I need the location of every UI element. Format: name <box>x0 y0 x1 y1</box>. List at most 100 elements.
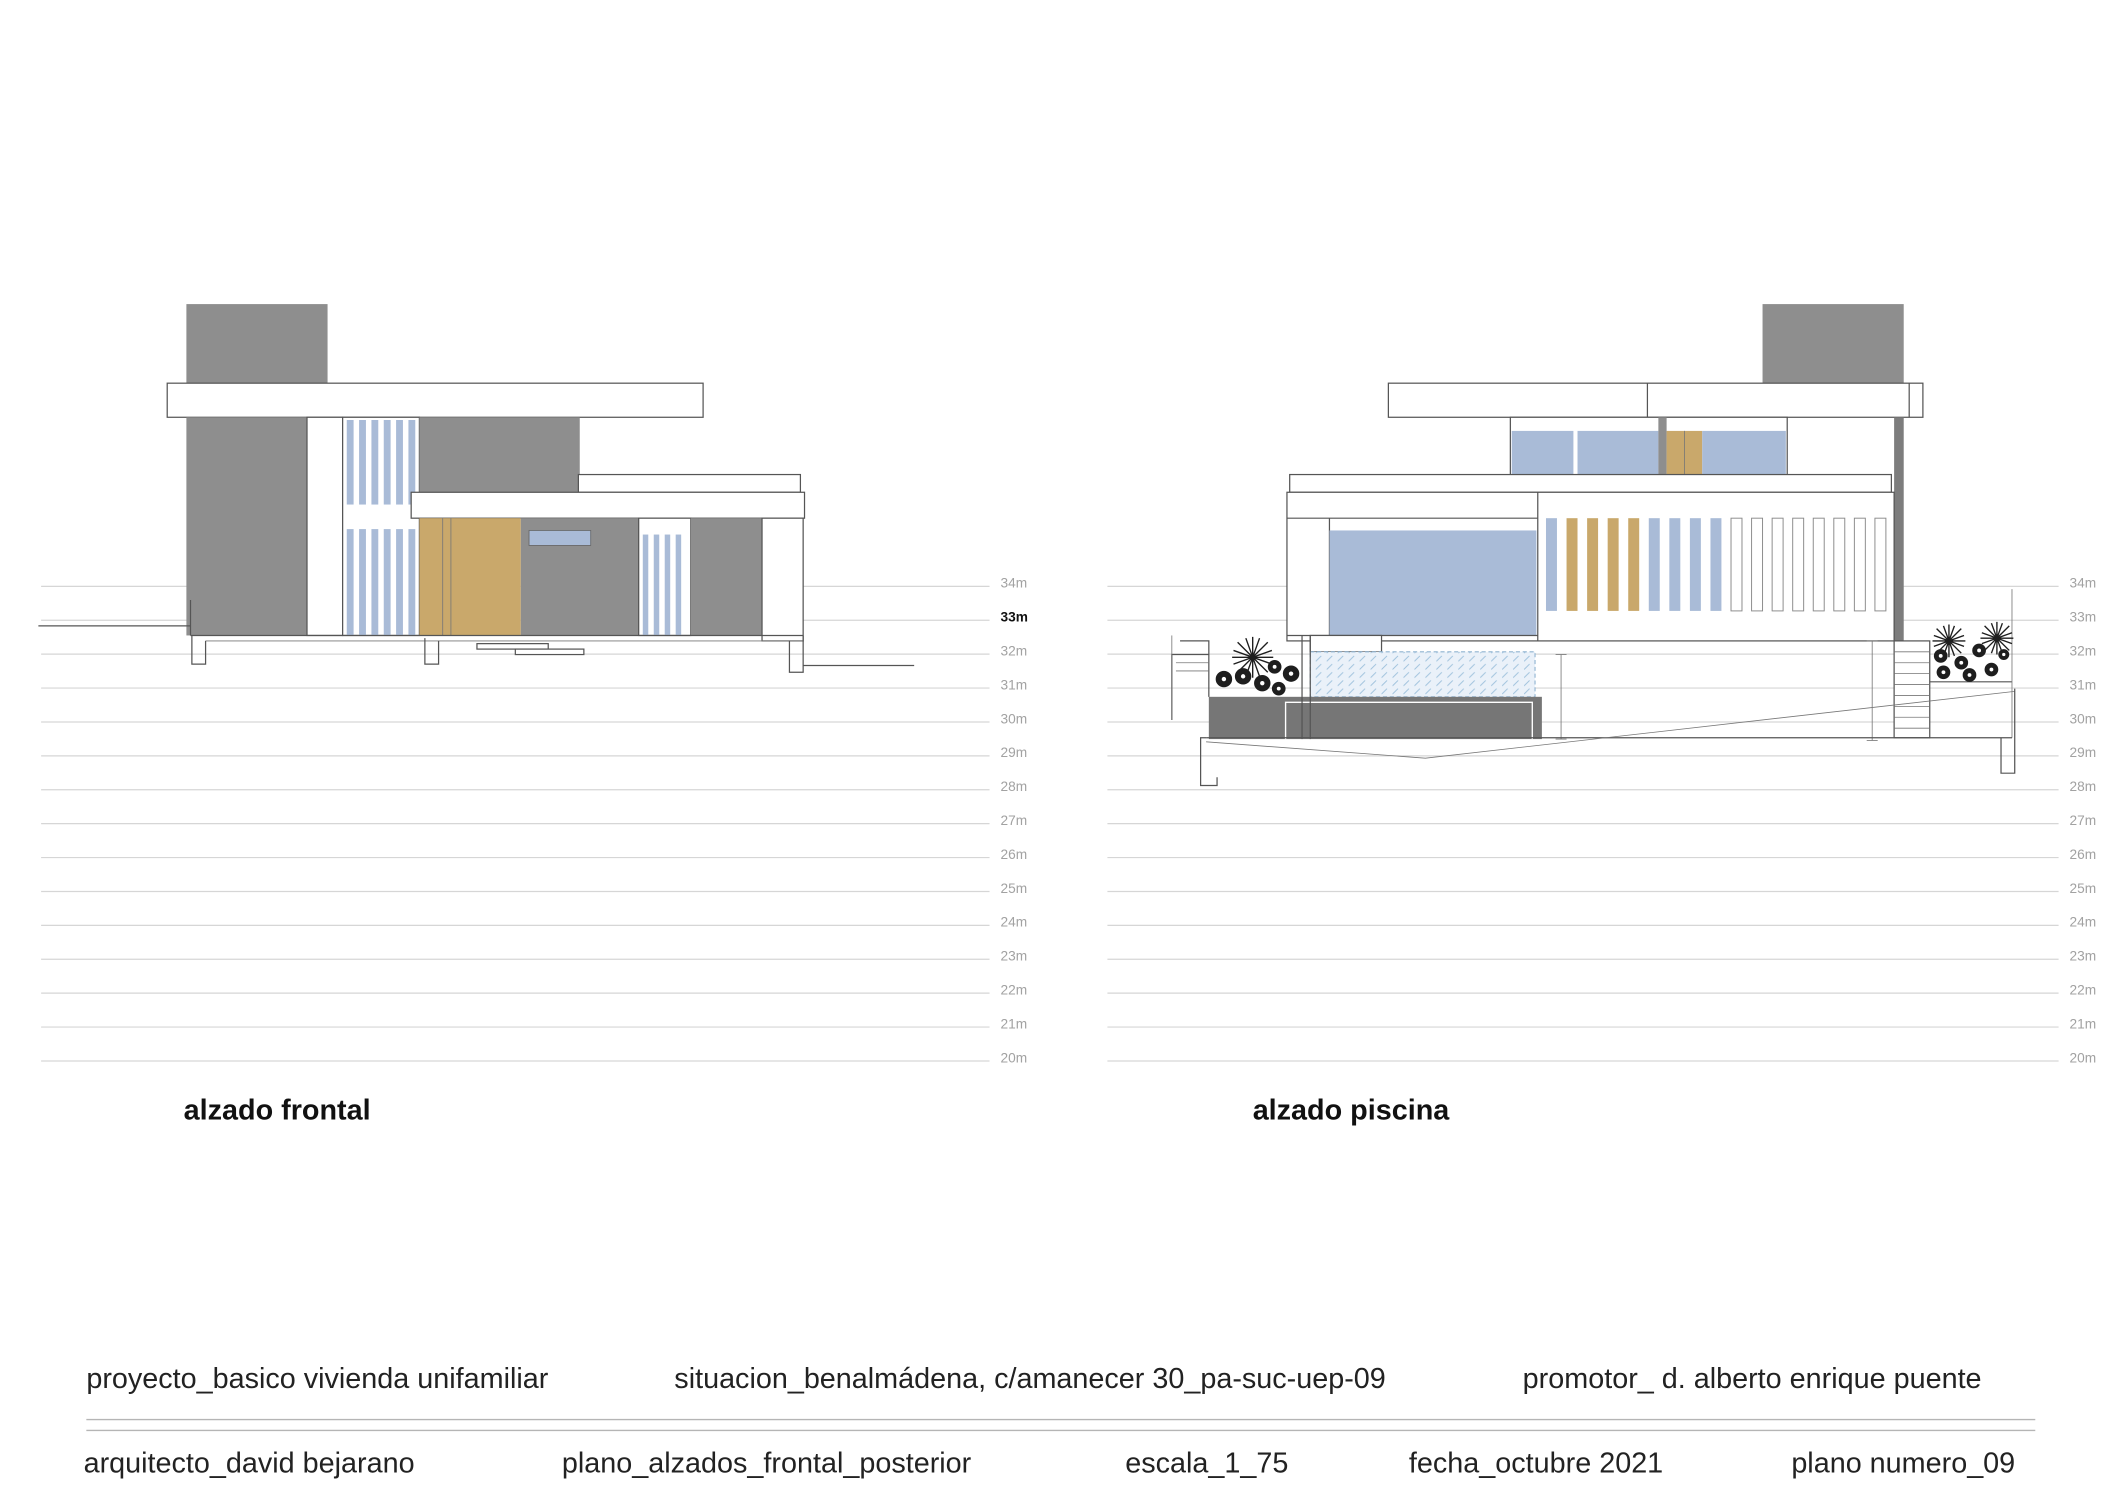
level-label-piscina-23m: 23m <box>2070 949 2097 964</box>
louver-slat <box>1874 517 1887 612</box>
louver-slat <box>1566 518 1578 611</box>
drawing-title-frontal: alzado frontal <box>184 1095 371 1127</box>
level-label-piscina-31m: 31m <box>2070 677 2097 692</box>
title-block: proyecto_basico vivienda unifamiliar sit… <box>84 1363 2036 1480</box>
chimney <box>1762 304 1904 384</box>
glazing-column <box>1658 417 1667 493</box>
louver-slat <box>359 529 366 636</box>
louver-frame <box>342 416 421 637</box>
louver-screen-right <box>638 517 692 637</box>
foundation-foot <box>424 638 440 665</box>
louver-slat <box>371 420 379 505</box>
gray-wall-right <box>690 518 763 636</box>
level-grid-frontal: 34m 33m 32m 31m 30m 29m 28m 27m 26m 25m 24m 23m 22m 2… <box>41 576 1028 1065</box>
stair-stringer <box>1893 640 1931 739</box>
louver-slat <box>675 534 682 636</box>
entry-step <box>514 648 585 656</box>
louver-slat <box>408 420 416 505</box>
louver-slat <box>1648 518 1660 611</box>
louver-slat <box>383 529 391 636</box>
level-label-frontal-24m: 24m <box>1001 915 1028 930</box>
plant-icon <box>1932 624 1966 658</box>
chimney <box>186 304 328 384</box>
elevation-frontal <box>38 304 915 673</box>
louver-slat <box>1853 517 1866 612</box>
project-label: proyecto_basico vivienda unifamiliar <box>86 1363 548 1395</box>
parapet <box>577 473 802 493</box>
steel-column <box>1894 417 1904 641</box>
louver-slat <box>1710 518 1722 611</box>
level-label-piscina-34m: 34m <box>2070 576 2097 591</box>
level-label-frontal-20m: 20m <box>1001 1050 1028 1065</box>
louver-screen-left <box>342 416 421 637</box>
louver-slat <box>1751 517 1764 612</box>
pool-deck-step <box>1309 634 1383 653</box>
white-column <box>306 416 344 637</box>
planter-left <box>1171 636 1300 720</box>
level-label-piscina-26m: 26m <box>2070 847 2097 862</box>
louver-slat <box>383 420 391 505</box>
louver-slat <box>408 529 416 636</box>
foundation-foot <box>1199 737 1218 787</box>
gray-wall-upper <box>419 417 580 494</box>
level-label-frontal-22m: 22m <box>1001 983 1028 998</box>
louver-slat <box>1771 517 1784 612</box>
planter-edge <box>1180 640 1210 697</box>
louver-slat <box>396 420 403 505</box>
foundation-foot <box>191 635 207 665</box>
louver-slat <box>1628 518 1640 611</box>
level-label-piscina-32m: 32m <box>2070 644 2097 659</box>
side-steps <box>1171 653 1209 720</box>
louver-slat <box>1812 517 1825 612</box>
louver-slat <box>664 534 671 636</box>
level-label-frontal-28m: 28m <box>1001 779 1028 794</box>
elevation-piscina <box>1171 304 2016 787</box>
entry-step <box>476 643 549 650</box>
level-label-frontal-34m: 34m <box>1001 576 1028 591</box>
level-label-frontal-26m: 26m <box>1001 847 1028 862</box>
plan-name-label: plano_alzados_frontal_posterior <box>562 1448 972 1480</box>
foundation-foot <box>2000 688 2016 774</box>
louver-slat <box>642 534 649 636</box>
date-label: fecha_octubre 2021 <box>1409 1448 1663 1480</box>
level-label-frontal-21m: 21m <box>1001 1016 1028 1031</box>
louver-slat <box>346 420 354 505</box>
louver-slat <box>653 534 660 636</box>
level-label-piscina-28m: 28m <box>2070 779 2097 794</box>
terrain-profile <box>1206 690 2015 759</box>
louver-slat <box>1587 518 1599 611</box>
entrance-door <box>419 518 521 636</box>
level-label-frontal-25m: 25m <box>1001 881 1028 896</box>
level-label-piscina-27m: 27m <box>2070 813 2097 828</box>
promoter-label: promotor_ d. alberto enrique puente <box>1523 1363 1982 1395</box>
level-label-piscina-24m: 24m <box>2070 915 2097 930</box>
louver-slat <box>371 529 379 636</box>
louver-slat <box>1545 518 1557 611</box>
louver-slat <box>1792 517 1805 612</box>
louver-slat <box>396 529 403 636</box>
dimension-line-stair <box>1866 640 1878 741</box>
glass-railing <box>1309 651 1536 698</box>
location-label: situacion_benalmádena, c/amanecer 30_pa-… <box>674 1363 1385 1395</box>
pool-basin <box>1208 696 1542 740</box>
large-window <box>1329 530 1537 636</box>
level-label-frontal-23m: 23m <box>1001 949 1028 964</box>
level-label-piscina-22m: 22m <box>2070 983 2097 998</box>
plant-icon <box>1933 643 2010 682</box>
level-label-frontal-27m: 27m <box>1001 813 1028 828</box>
architect-label: arquitecto_david bejarano <box>84 1448 415 1480</box>
sheet-number-label: plano numero_09 <box>1791 1448 2015 1480</box>
small-window <box>528 530 592 546</box>
plant-icon <box>1232 636 1274 678</box>
level-label-piscina-33m: 33m <box>2070 610 2097 625</box>
roof-slab <box>1387 382 1924 418</box>
level-label-frontal-32m: 32m <box>1001 644 1028 659</box>
planter-right <box>1929 589 2014 738</box>
louver-slat <box>1689 518 1701 611</box>
louver-screen <box>1545 517 1887 612</box>
roof-slab <box>166 382 704 418</box>
level-label-frontal-30m: 30m <box>1001 711 1028 726</box>
canopy-column <box>761 517 804 642</box>
pool <box>1208 634 1542 740</box>
